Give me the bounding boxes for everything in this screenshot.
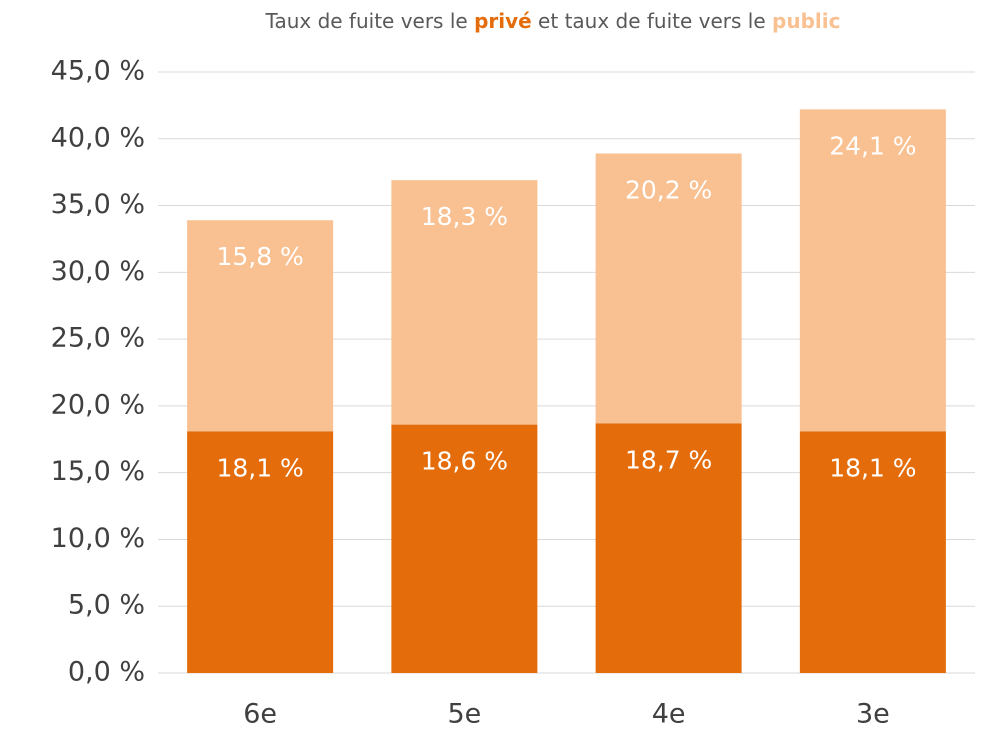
- x-tick-label: 3e: [856, 699, 890, 730]
- data-label: 18,6 %: [421, 447, 508, 476]
- y-tick-label: 30,0 %: [51, 256, 145, 287]
- chart-title: Taux de fuite vers le privé et taux de f…: [265, 9, 841, 33]
- y-tick-label: 15,0 %: [51, 456, 145, 487]
- data-label: 20,2 %: [625, 175, 712, 204]
- bar-segment: [595, 153, 742, 424]
- y-tick-label: 45,0 %: [51, 56, 145, 87]
- bar-segment: [799, 431, 946, 673]
- title-part: Taux de fuite vers le: [265, 9, 475, 33]
- x-tick-label: 5e: [447, 699, 481, 730]
- data-label: 18,7 %: [625, 445, 712, 474]
- bar-segment: [187, 431, 334, 673]
- y-tick-label: 10,0 %: [51, 523, 145, 554]
- bar-segment: [187, 220, 334, 432]
- title-series-name: public: [772, 9, 840, 33]
- y-tick-label: 35,0 %: [51, 189, 145, 220]
- data-label: 15,8 %: [216, 242, 303, 271]
- data-label: 18,1 %: [216, 453, 303, 482]
- title-series-name: privé: [474, 9, 532, 33]
- y-tick-label: 0,0 %: [68, 657, 145, 688]
- x-tick-label: 4e: [652, 699, 686, 730]
- bar-segment: [595, 423, 742, 673]
- bar-segment: [391, 180, 538, 425]
- y-tick-label: 40,0 %: [51, 122, 145, 153]
- bar-segment: [799, 109, 946, 432]
- x-tick-label: 6e: [243, 699, 277, 730]
- y-tick-label: 20,0 %: [51, 389, 145, 420]
- y-tick-label: 5,0 %: [68, 590, 145, 621]
- bar-segment: [391, 424, 538, 673]
- title-part: et taux de fuite vers le: [532, 9, 772, 33]
- data-label: 24,1 %: [829, 131, 916, 160]
- data-label: 18,1 %: [829, 453, 916, 482]
- y-tick-label: 25,0 %: [51, 323, 145, 354]
- data-label: 18,3 %: [421, 202, 508, 231]
